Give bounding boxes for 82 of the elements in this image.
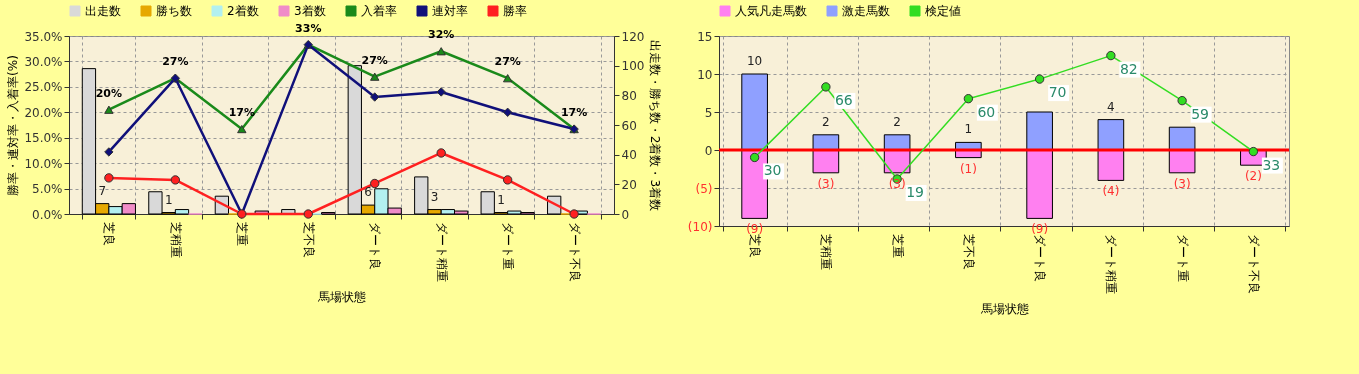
data-label: (4) bbox=[1102, 184, 1120, 199]
legend-label: 勝ち数 bbox=[156, 4, 192, 18]
x-tick-label: 芝不良 bbox=[301, 221, 316, 258]
x-tick-label: ダート不良 bbox=[567, 221, 582, 282]
data-label: 66 bbox=[834, 91, 853, 108]
y-tick-label: 30.0% bbox=[24, 54, 63, 69]
x-tick-label: ダート稍重 bbox=[1104, 233, 1119, 294]
x-tick-label: 芝稍重 bbox=[819, 233, 834, 270]
x-tick-label: ダート良 bbox=[1033, 233, 1048, 282]
y-tick-label: 15 bbox=[697, 29, 713, 44]
legend-label: 3着数 bbox=[294, 4, 326, 18]
data-label: 4 bbox=[1107, 99, 1115, 114]
data-label: (3) bbox=[817, 176, 835, 191]
x-tick-label: ダート稍重 bbox=[434, 221, 449, 282]
y2-tick-label: 120 bbox=[621, 29, 645, 44]
data-label: 17% bbox=[228, 106, 255, 120]
y2-tick-label: 20 bbox=[621, 177, 637, 192]
y-tick-label: (10) bbox=[687, 219, 713, 234]
data-label: 27% bbox=[162, 55, 189, 69]
y-tick-label: 15.0% bbox=[24, 131, 63, 146]
x-tick-label: 芝不良 bbox=[961, 233, 976, 270]
legend-label: 入着率 bbox=[361, 4, 397, 18]
legend-label: 人気凡走馬数 bbox=[735, 4, 807, 18]
y-tick-label: 20.0% bbox=[24, 105, 63, 120]
y-tick-label: 5.0% bbox=[32, 182, 63, 197]
data-label: 60 bbox=[977, 103, 996, 120]
y2-tick-label: 60 bbox=[621, 118, 637, 133]
legend-label: 検定値 bbox=[925, 4, 961, 18]
x-tick-label: 芝重 bbox=[890, 233, 905, 258]
y-tick-label: 25.0% bbox=[24, 80, 63, 95]
data-label: 1 bbox=[164, 192, 173, 207]
data-label: 32% bbox=[428, 28, 455, 42]
data-label: 1 bbox=[497, 192, 505, 207]
data-label: 7 bbox=[98, 183, 107, 198]
x-tick-label: ダート重 bbox=[501, 221, 516, 270]
y2-tick-label: 40 bbox=[621, 148, 637, 163]
y-tick-label: 0.0% bbox=[32, 207, 63, 222]
legend-label: 出走数 bbox=[85, 4, 121, 18]
data-label: (3) bbox=[888, 176, 906, 191]
data-label: 3 bbox=[430, 189, 439, 204]
data-label: 2 bbox=[822, 114, 830, 129]
legend-label: 激走馬数 bbox=[842, 4, 890, 18]
legend-label: 連対率 bbox=[432, 4, 468, 18]
x-axis-title: 馬場状態 bbox=[317, 289, 366, 304]
y-axis-title: 勝率・連対率・入着率(%) bbox=[6, 55, 21, 196]
y-tick-label: (5) bbox=[695, 181, 713, 196]
x-tick-label: ダート重 bbox=[1175, 233, 1190, 282]
y2-axis-title: 出走数・勝ち数・2着数・3着数 bbox=[648, 39, 663, 212]
data-label: 19 bbox=[906, 183, 924, 200]
x-tick-label: 芝良 bbox=[102, 221, 117, 246]
data-label: 33 bbox=[1262, 156, 1281, 173]
data-label: 82 bbox=[1119, 60, 1138, 77]
y-tick-label: 5 bbox=[704, 105, 713, 120]
data-label: 27% bbox=[361, 53, 388, 67]
y2-tick-label: 100 bbox=[621, 59, 645, 74]
y-tick-label: 0 bbox=[704, 143, 713, 158]
y2-tick-label: 80 bbox=[621, 88, 637, 103]
data-label: 2 bbox=[893, 114, 901, 129]
y-tick-label: 10 bbox=[697, 67, 713, 82]
y2-tick-label: 0 bbox=[621, 207, 630, 222]
data-label: 10 bbox=[746, 54, 763, 68]
data-label: 20% bbox=[95, 86, 123, 100]
data-label: 6 bbox=[364, 185, 372, 200]
data-label: (2) bbox=[1244, 169, 1262, 184]
data-label: 17% bbox=[560, 106, 588, 120]
legend-label: 2着数 bbox=[227, 4, 259, 18]
data-label: 59 bbox=[1191, 105, 1209, 122]
data-label: (3) bbox=[1173, 176, 1191, 191]
x-tick-label: 芝重 bbox=[235, 221, 250, 246]
data-label: 70 bbox=[1048, 84, 1067, 101]
data-label: (1) bbox=[959, 161, 977, 176]
y-tick-label: 10.0% bbox=[24, 156, 63, 171]
data-label: 30 bbox=[763, 162, 782, 179]
y-tick-label: 35.0% bbox=[24, 29, 63, 44]
x-axis-title: 馬場状態 bbox=[979, 301, 1029, 316]
x-tick-label: 芝稍重 bbox=[168, 221, 183, 258]
data-label: 33% bbox=[295, 21, 322, 35]
legend-label: 勝率 bbox=[503, 4, 527, 18]
data-label: 1 bbox=[964, 122, 973, 137]
x-tick-label: ダート良 bbox=[368, 221, 383, 270]
data-label: 27% bbox=[494, 55, 521, 69]
x-tick-label: ダート不良 bbox=[1246, 233, 1261, 294]
